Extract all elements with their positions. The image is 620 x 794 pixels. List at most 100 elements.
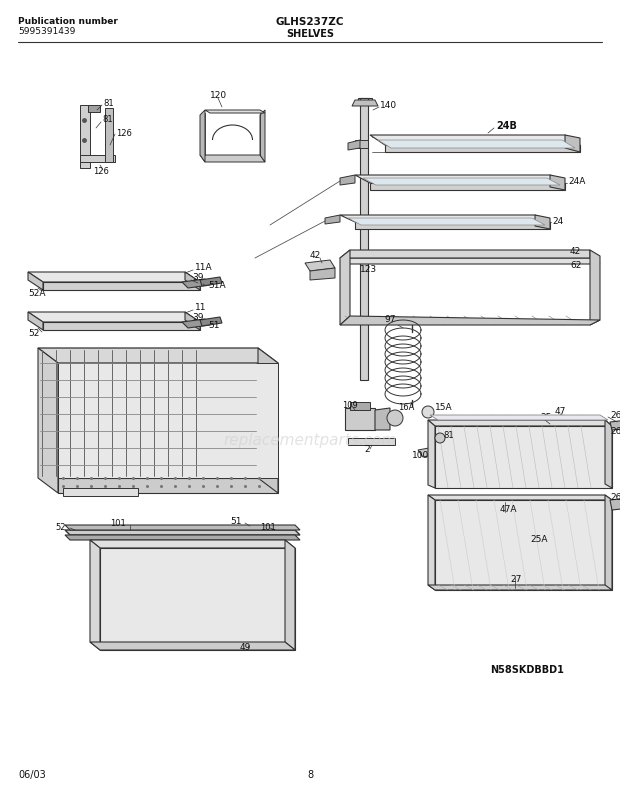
Polygon shape	[58, 478, 278, 493]
Polygon shape	[428, 495, 435, 590]
Text: 26: 26	[610, 427, 620, 437]
Polygon shape	[80, 155, 115, 162]
Polygon shape	[310, 268, 335, 280]
Text: 123: 123	[360, 264, 377, 273]
Polygon shape	[105, 108, 113, 162]
Text: 11: 11	[195, 303, 206, 313]
Polygon shape	[65, 525, 300, 530]
Polygon shape	[28, 312, 43, 330]
Polygon shape	[435, 500, 612, 590]
Text: 52: 52	[55, 522, 66, 531]
Polygon shape	[38, 348, 278, 363]
Polygon shape	[355, 140, 368, 148]
Polygon shape	[80, 105, 90, 168]
Text: 39: 39	[192, 273, 203, 283]
Polygon shape	[428, 420, 435, 488]
Polygon shape	[63, 488, 138, 496]
Polygon shape	[605, 420, 612, 488]
Text: 97: 97	[384, 315, 396, 325]
Text: 126: 126	[116, 129, 132, 137]
Polygon shape	[88, 105, 100, 112]
Polygon shape	[285, 540, 295, 650]
Text: 15A: 15A	[435, 403, 453, 413]
Text: 47: 47	[555, 407, 567, 417]
Polygon shape	[340, 215, 550, 222]
Text: replacementparts.com: replacementparts.com	[223, 433, 397, 448]
Polygon shape	[90, 540, 295, 548]
Polygon shape	[535, 215, 550, 229]
Polygon shape	[58, 363, 278, 478]
Polygon shape	[348, 140, 360, 150]
Polygon shape	[345, 408, 375, 430]
Polygon shape	[340, 175, 355, 185]
Polygon shape	[565, 135, 580, 152]
Text: 51A: 51A	[208, 280, 226, 290]
Text: 51: 51	[230, 517, 242, 526]
Text: 47A: 47A	[500, 506, 518, 515]
Polygon shape	[260, 110, 265, 162]
Text: 24A: 24A	[568, 178, 585, 187]
Polygon shape	[65, 535, 300, 540]
Circle shape	[387, 410, 403, 426]
Polygon shape	[185, 312, 200, 330]
Polygon shape	[378, 140, 575, 148]
Polygon shape	[205, 110, 265, 113]
Text: 26A: 26A	[610, 494, 620, 503]
Polygon shape	[200, 110, 205, 162]
Polygon shape	[360, 98, 368, 380]
Text: 26A: 26A	[610, 410, 620, 419]
Polygon shape	[200, 155, 265, 162]
Polygon shape	[348, 438, 395, 445]
Polygon shape	[355, 175, 565, 183]
Polygon shape	[28, 312, 200, 322]
Polygon shape	[340, 258, 600, 264]
Polygon shape	[375, 408, 390, 430]
Text: 62: 62	[570, 260, 582, 269]
Text: 52: 52	[28, 330, 40, 338]
Polygon shape	[348, 218, 545, 225]
Polygon shape	[358, 98, 372, 102]
Polygon shape	[430, 415, 608, 420]
Text: 81: 81	[443, 430, 454, 440]
Text: 101: 101	[110, 518, 126, 527]
Text: 5995391439: 5995391439	[18, 28, 76, 37]
Text: 49: 49	[240, 643, 251, 653]
Polygon shape	[610, 420, 620, 430]
Text: 42: 42	[310, 252, 321, 260]
Text: N58SKDBBD1: N58SKDBBD1	[490, 665, 564, 675]
Text: 11A: 11A	[195, 264, 213, 272]
Polygon shape	[90, 642, 295, 650]
Polygon shape	[435, 426, 612, 488]
Text: 100: 100	[412, 450, 429, 460]
Polygon shape	[428, 420, 612, 426]
Polygon shape	[340, 250, 350, 325]
Polygon shape	[355, 222, 550, 229]
Text: 39: 39	[192, 314, 203, 322]
Polygon shape	[340, 250, 590, 258]
Polygon shape	[340, 316, 600, 325]
Polygon shape	[65, 530, 300, 535]
Text: GLHS237ZC: GLHS237ZC	[276, 17, 344, 27]
Text: 25A: 25A	[530, 535, 547, 545]
Polygon shape	[610, 498, 620, 510]
Text: 24: 24	[552, 217, 563, 225]
Text: Publication number: Publication number	[18, 17, 118, 26]
Polygon shape	[418, 445, 450, 457]
Text: SHELVES: SHELVES	[286, 29, 334, 39]
Polygon shape	[325, 215, 340, 224]
Polygon shape	[43, 282, 200, 290]
Circle shape	[422, 406, 434, 418]
Polygon shape	[38, 348, 58, 493]
Polygon shape	[28, 272, 43, 290]
Polygon shape	[363, 178, 560, 185]
Text: 2: 2	[364, 445, 370, 454]
Polygon shape	[428, 585, 612, 590]
Polygon shape	[200, 317, 222, 326]
Polygon shape	[370, 135, 580, 145]
Polygon shape	[385, 145, 580, 152]
Text: 81: 81	[102, 115, 113, 125]
Polygon shape	[182, 319, 210, 328]
Polygon shape	[28, 272, 200, 282]
Polygon shape	[550, 175, 565, 190]
Text: 126: 126	[93, 168, 109, 176]
